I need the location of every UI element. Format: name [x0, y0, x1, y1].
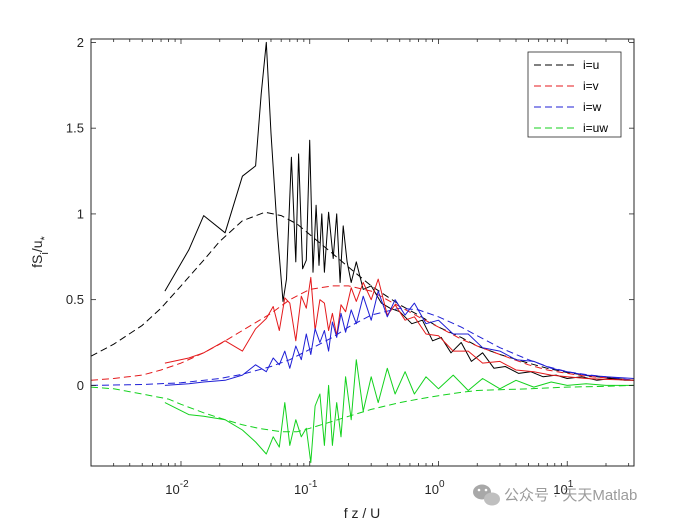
legend: i=u i=v i=w i=uw [527, 51, 622, 138]
series-measured-i-v-line [164, 276, 634, 381]
legend-entries: i=u i=v i=w i=uw [534, 58, 608, 135]
legend-label-i-u: i=u [583, 58, 599, 72]
y-tick-label: 0 [77, 378, 84, 393]
legend-label-i-uw: i=uw [583, 121, 608, 135]
axis-labels: f z / U fSi/u* [29, 235, 380, 521]
series-model-i-v-line [91, 285, 634, 381]
legend-box [527, 51, 622, 138]
y-axis-label: fSi/u* [29, 235, 51, 267]
watermark-text: 公众号 · 天天Matlab [504, 487, 637, 504]
series-measured-i-u-line [164, 41, 634, 381]
x-tick-label: 10-1 [294, 479, 318, 497]
series-layer [91, 41, 634, 464]
x-tick-label: 10-2 [165, 479, 189, 497]
legend-label-i-v: i=v [583, 79, 599, 93]
series-model-i-uw-line [91, 384, 634, 433]
x-tick-label: 101 [553, 479, 573, 497]
legend-label-i-w: i=w [583, 100, 602, 114]
ticks-layer: 10-2 10-1 100 101 0 0.5 1 1.5 2 [66, 35, 634, 497]
x-tick-label: 100 [424, 479, 444, 497]
y-tick-label: 0.5 [66, 292, 84, 307]
series-model-i-w-line [91, 307, 634, 386]
y-tick-label: 2 [77, 35, 84, 50]
axes-box [90, 38, 635, 467]
y-tick-label: 1 [77, 206, 84, 221]
series-measured-i-uw-line [164, 359, 634, 464]
series-measured-i-w-line [164, 290, 634, 386]
wechat-logo-icon [473, 484, 500, 506]
x-axis-label: f z / U [344, 505, 381, 521]
watermark: 公众号 · 天天Matlab [473, 484, 637, 506]
y-tick-label: 1.5 [66, 121, 84, 136]
